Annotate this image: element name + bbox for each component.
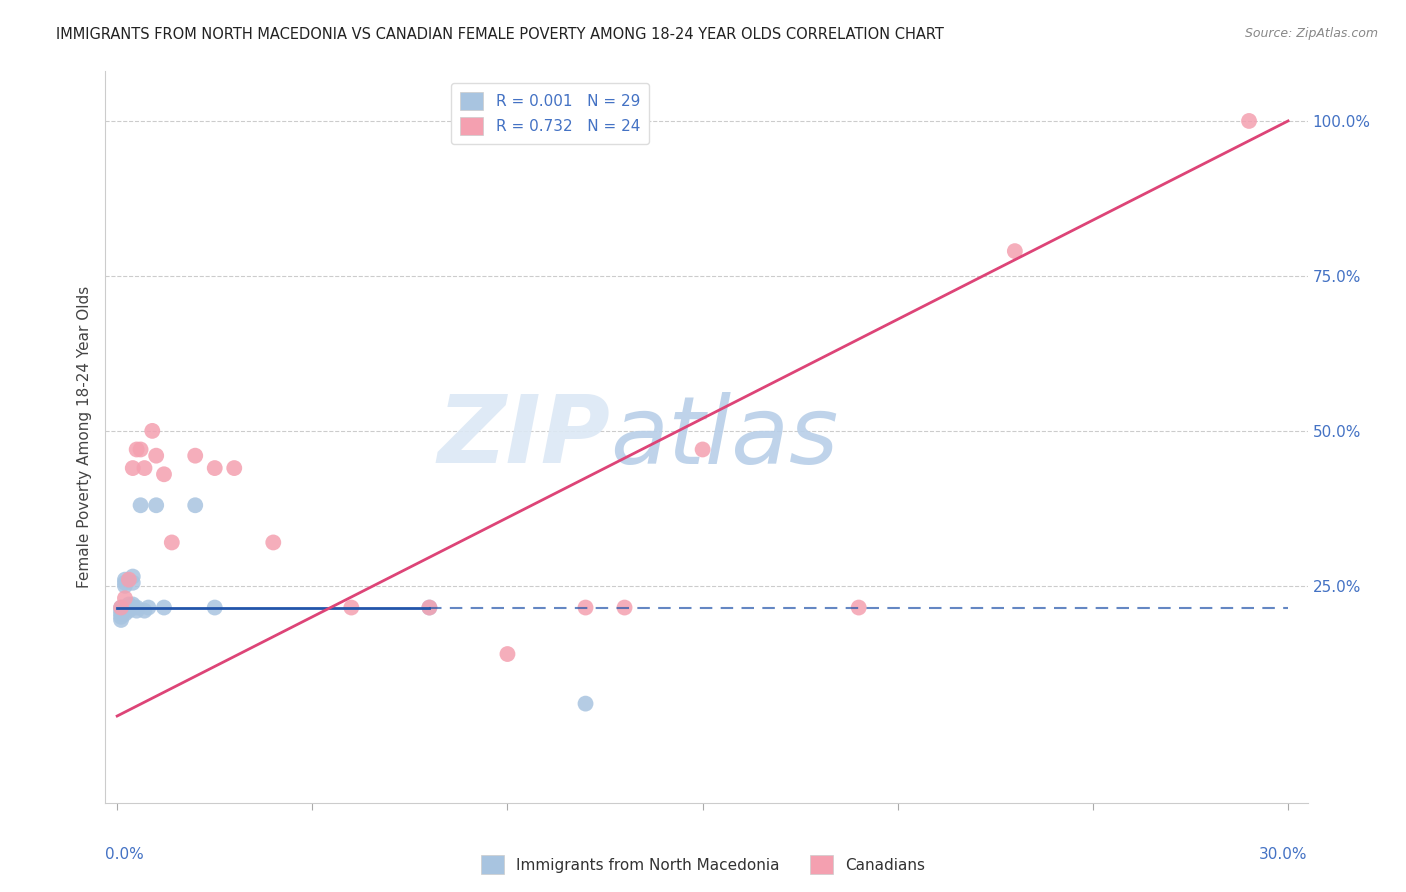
Point <box>153 467 176 482</box>
Point <box>262 535 284 549</box>
Point <box>224 461 246 475</box>
Point <box>121 461 143 475</box>
Text: 30.0%: 30.0% <box>1260 847 1308 862</box>
Point <box>138 600 160 615</box>
Point <box>114 575 136 590</box>
Point <box>129 498 152 512</box>
Point <box>574 600 596 615</box>
Point <box>184 449 207 463</box>
Point <box>134 461 156 475</box>
Point <box>145 498 167 512</box>
Point <box>121 600 143 615</box>
Point <box>204 600 226 615</box>
Y-axis label: Female Poverty Among 18-24 Year Olds: Female Poverty Among 18-24 Year Olds <box>76 286 91 588</box>
Point <box>118 600 141 615</box>
Point <box>129 442 152 457</box>
Point <box>114 607 136 621</box>
Text: Source: ZipAtlas.com: Source: ZipAtlas.com <box>1244 27 1378 40</box>
Point <box>114 573 136 587</box>
Point <box>110 607 132 621</box>
Point <box>114 604 136 618</box>
Point <box>114 591 136 606</box>
Point <box>204 461 226 475</box>
Point <box>110 604 132 618</box>
Point <box>418 600 440 615</box>
Point <box>153 600 176 615</box>
Point <box>110 600 132 615</box>
Point <box>340 600 363 615</box>
Point <box>114 579 136 593</box>
Point <box>145 449 167 463</box>
Point <box>496 647 519 661</box>
Point <box>692 442 714 457</box>
Point <box>613 600 636 615</box>
Point <box>110 613 132 627</box>
Point <box>118 573 141 587</box>
Point <box>160 535 183 549</box>
Point <box>134 604 156 618</box>
Point <box>125 600 148 615</box>
Point <box>1237 114 1260 128</box>
Point <box>121 575 143 590</box>
Point <box>114 600 136 615</box>
Point <box>1004 244 1026 259</box>
Text: ZIP: ZIP <box>437 391 610 483</box>
Point <box>574 697 596 711</box>
Point <box>121 569 143 583</box>
Text: IMMIGRANTS FROM NORTH MACEDONIA VS CANADIAN FEMALE POVERTY AMONG 18-24 YEAR OLDS: IMMIGRANTS FROM NORTH MACEDONIA VS CANAD… <box>56 27 943 42</box>
Point <box>184 498 207 512</box>
Point <box>118 598 141 612</box>
Legend: Immigrants from North Macedonia, Canadians: Immigrants from North Macedonia, Canadia… <box>475 849 931 880</box>
Point <box>121 598 143 612</box>
Point <box>110 610 132 624</box>
Text: 0.0%: 0.0% <box>105 847 145 862</box>
Point <box>125 442 148 457</box>
Point <box>125 604 148 618</box>
Point <box>118 604 141 618</box>
Point <box>110 600 132 615</box>
Point <box>141 424 163 438</box>
Point <box>418 600 440 615</box>
Legend: R = 0.001   N = 29, R = 0.732   N = 24: R = 0.001 N = 29, R = 0.732 N = 24 <box>451 83 650 145</box>
Point <box>848 600 870 615</box>
Text: atlas: atlas <box>610 392 838 483</box>
